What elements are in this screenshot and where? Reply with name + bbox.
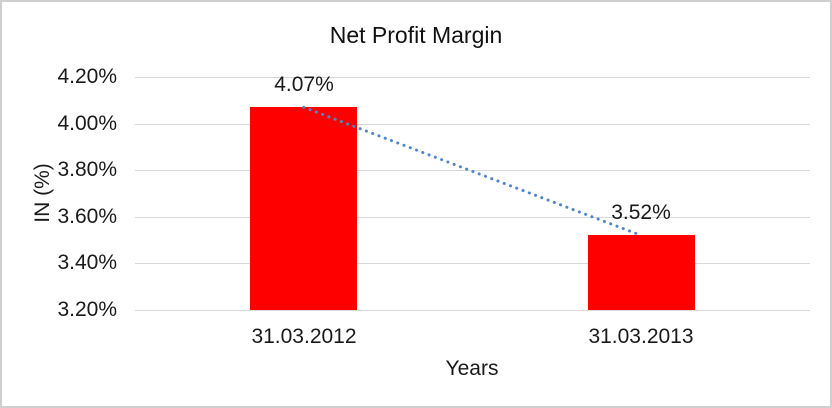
y-tick-label: 3.40% — [57, 251, 117, 274]
plot-area — [135, 77, 810, 310]
x-tick-label: 31.03.2013 — [588, 325, 694, 348]
gridline — [135, 77, 810, 78]
bar-31.03.2012 — [250, 107, 357, 310]
gridline — [135, 124, 810, 125]
chart-title: Net Profit Margin — [329, 22, 503, 48]
bar-31.03.2013 — [588, 235, 695, 310]
y-tick-label: 3.60% — [57, 205, 117, 228]
y-tick-label: 3.20% — [57, 298, 117, 321]
gridline — [135, 217, 810, 218]
bar-data-label: 4.07% — [274, 73, 334, 96]
gridline — [135, 170, 810, 171]
gridline — [135, 263, 810, 264]
y-tick-label: 3.80% — [57, 158, 117, 181]
x-tick-label: 31.03.2012 — [251, 325, 357, 348]
y-tick-label: 4.20% — [57, 65, 117, 88]
gridline — [135, 310, 810, 311]
bar-data-label: 3.52% — [611, 201, 671, 224]
x-axis-title: Years — [445, 357, 499, 380]
y-axis-title: IN (%) — [31, 163, 54, 223]
y-tick-label: 4.00% — [57, 112, 117, 135]
